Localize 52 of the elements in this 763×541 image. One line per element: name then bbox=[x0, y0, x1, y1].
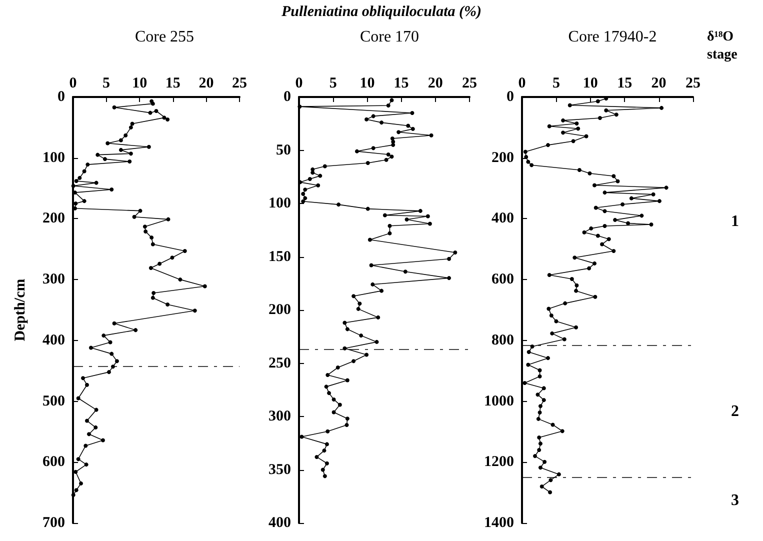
y-tick-label: 200 bbox=[42, 210, 65, 227]
y-tick-label: 50 bbox=[276, 142, 291, 158]
x-tick-label: 0 bbox=[518, 76, 526, 92]
y-tick-label: 1200 bbox=[484, 454, 514, 470]
x-tick-label: 25 bbox=[232, 76, 247, 92]
text: 3 bbox=[731, 492, 739, 509]
text: 1 bbox=[731, 212, 739, 230]
y-tick-label: 500 bbox=[42, 393, 65, 410]
y-axis-title: Depth/cm bbox=[12, 278, 28, 342]
y-tick-label: 1400 bbox=[484, 515, 514, 531]
y-tick-label: 300 bbox=[268, 408, 291, 424]
y-tick-label: 250 bbox=[268, 355, 291, 372]
y-tick-label: 100 bbox=[42, 150, 65, 166]
chart-title: Core 170 bbox=[360, 28, 420, 46]
x-tick-label: 20 bbox=[651, 76, 666, 92]
text: δ¹⁸O stage bbox=[707, 30, 738, 62]
y-tick-label: 100 bbox=[268, 196, 291, 212]
y-tick-label: 350 bbox=[268, 462, 291, 478]
x-tick-label: 10 bbox=[360, 76, 375, 92]
y-tick-label: 700 bbox=[42, 515, 65, 531]
x-tick-label: 25 bbox=[462, 76, 477, 92]
y-tick-label: 600 bbox=[42, 454, 65, 470]
x-tick-label: 5 bbox=[329, 76, 337, 92]
y-tick-label: 600 bbox=[492, 272, 514, 288]
x-tick-label: 20 bbox=[198, 76, 214, 92]
y-tick-label: 400 bbox=[268, 515, 291, 531]
text: 2 bbox=[731, 403, 739, 420]
x-tick-label: 5 bbox=[552, 76, 560, 92]
chart-title: Core 255 bbox=[134, 28, 194, 46]
y-tick-label: 400 bbox=[492, 210, 514, 227]
x-tick-label: 10 bbox=[132, 76, 148, 92]
x-tick-label: 15 bbox=[165, 76, 180, 92]
y-tick-label: 0 bbox=[506, 89, 514, 105]
y-tick-label: 1000 bbox=[484, 393, 514, 410]
x-tick-label: 20 bbox=[428, 76, 443, 92]
text: Pulleniatina obliquiloculata (%) bbox=[280, 4, 483, 21]
x-tick-label: 0 bbox=[295, 76, 303, 92]
y-tick-label: 0 bbox=[284, 89, 291, 105]
x-tick-label: 0 bbox=[69, 76, 77, 92]
y-tick-label: 0 bbox=[58, 89, 65, 105]
y-tick-label: 400 bbox=[42, 332, 65, 348]
y-tick-label: 150 bbox=[268, 248, 291, 265]
x-tick-label: 5 bbox=[102, 76, 110, 92]
y-tick-label: 300 bbox=[42, 272, 65, 288]
x-tick-label: 15 bbox=[394, 76, 409, 92]
x-tick-label: 25 bbox=[686, 76, 700, 92]
chart-title: Core 17940-2 bbox=[568, 28, 657, 46]
y-tick-label: 200 bbox=[492, 150, 514, 166]
y-tick-label: 800 bbox=[492, 332, 514, 348]
y-tick-label: 200 bbox=[268, 302, 291, 318]
x-tick-label: 10 bbox=[582, 76, 598, 92]
x-tick-label: 15 bbox=[617, 76, 632, 92]
